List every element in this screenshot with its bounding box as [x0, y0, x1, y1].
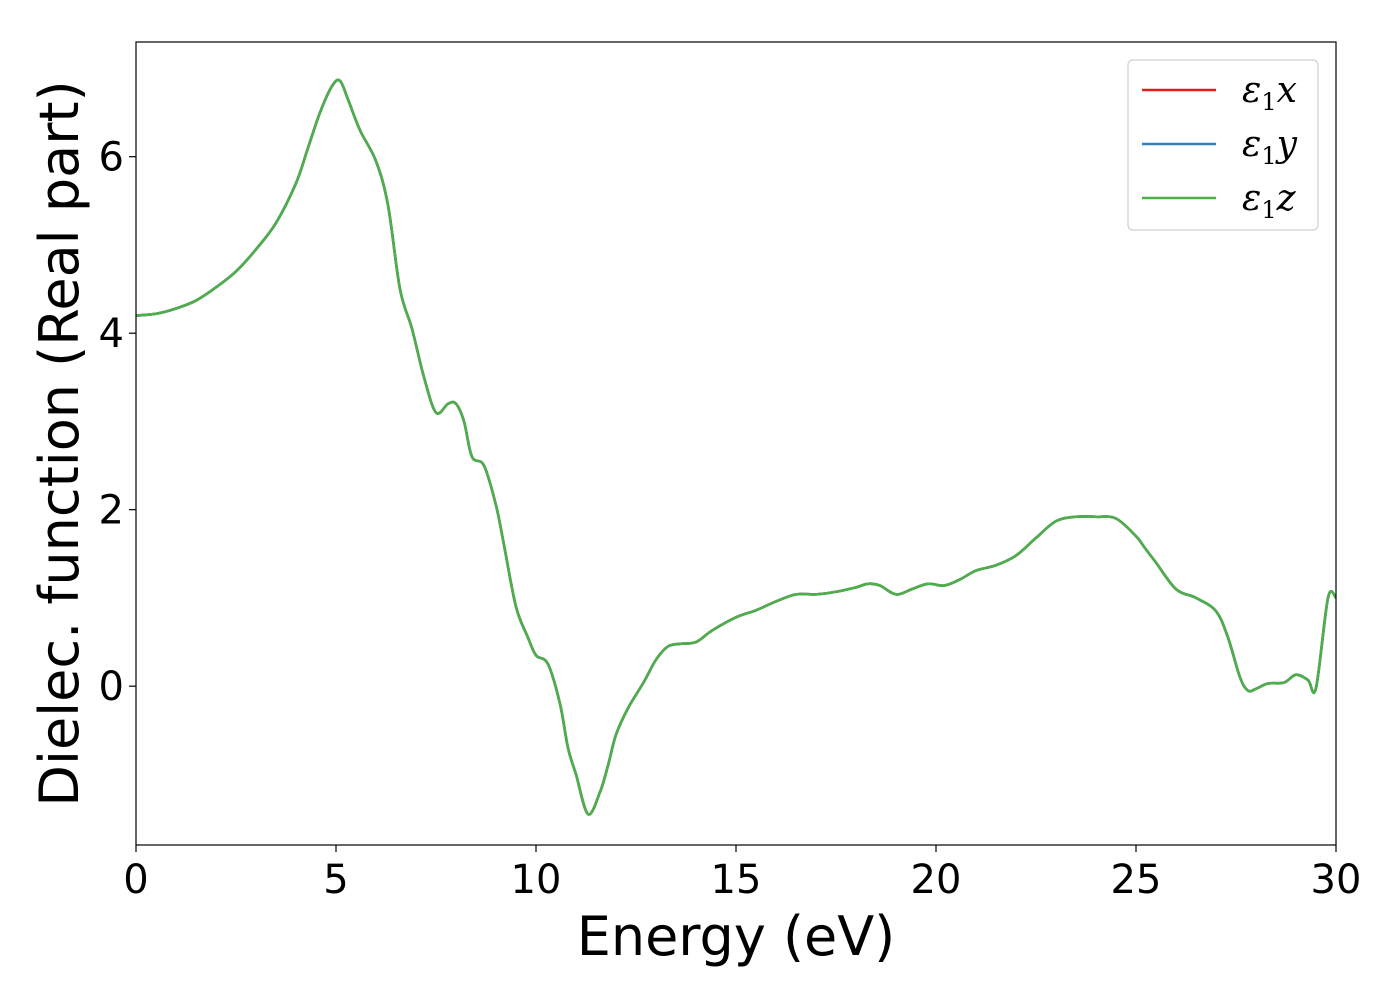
y-axis-title: Dielec. function (Real part)	[28, 80, 91, 806]
legend-items: ε1x ε1y ε1z	[1142, 70, 1298, 224]
legend-label: ε1x	[1242, 70, 1297, 116]
y-tick-label: 0	[99, 664, 124, 710]
x-tick-label: 20	[911, 857, 962, 903]
legend-box	[1127, 59, 1319, 231]
x-axis-title: Energy (eV)	[577, 905, 896, 968]
series-layer	[136, 78, 1336, 816]
legend: ε1x ε1y ε1z	[1127, 59, 1319, 231]
x-tick-label: 15	[711, 857, 762, 903]
y-tick-label: 2	[99, 488, 124, 534]
y-tick-label: 6	[99, 135, 124, 181]
legend-label: ε1z	[1242, 178, 1297, 224]
x-tick-label: 10	[511, 857, 562, 903]
x-tick-label: 5	[323, 857, 348, 903]
y-tick-label: 4	[99, 311, 124, 357]
x-tick-label: 30	[1311, 857, 1362, 903]
x-tick-label: 25	[1111, 857, 1162, 903]
x-tick-label: 0	[123, 857, 148, 903]
ticks-layer: 0 5 10 15 20 25 30 0 2 4 6	[99, 135, 1362, 903]
series-line-3	[136, 78, 1336, 816]
legend-label: ε1y	[1242, 124, 1298, 170]
